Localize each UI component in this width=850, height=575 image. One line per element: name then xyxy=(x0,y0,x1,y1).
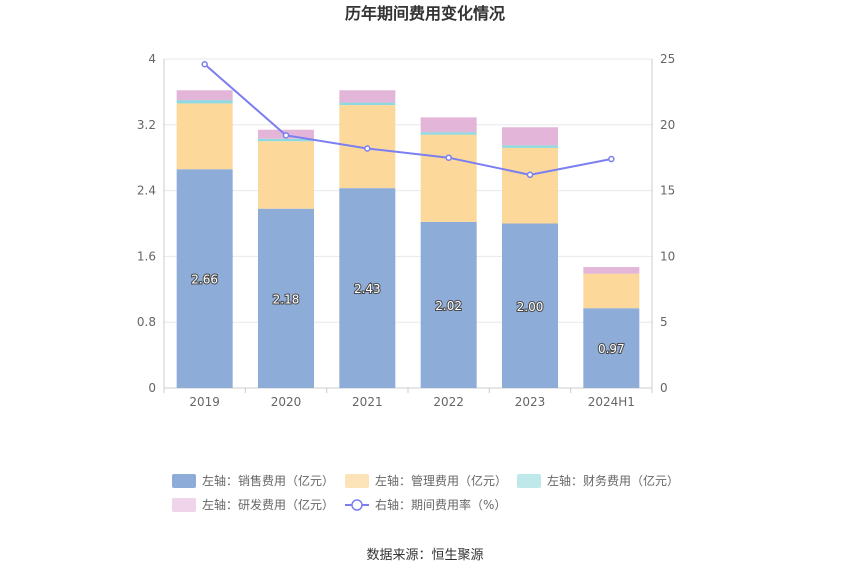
bar-segment xyxy=(258,138,314,142)
rate-point xyxy=(526,171,534,179)
bar-value-label: 2.18 xyxy=(273,292,300,306)
legend-label: 左轴：管理费用（亿元） xyxy=(375,473,507,488)
bar-labels: 2.66 2.18 2.43 2.02 2.00 0.97 xyxy=(190,272,625,358)
grid-lines xyxy=(163,58,653,389)
left-tick-label: 1.6 xyxy=(137,249,156,263)
rate-point xyxy=(364,145,371,152)
rate-point xyxy=(608,155,615,163)
x-tick-label: 2022 xyxy=(433,395,464,409)
x-tick-label: 2019 xyxy=(189,395,220,409)
right-tick-label: 5 xyxy=(660,315,668,329)
legend-label: 左轴：财务费用（亿元） xyxy=(547,473,679,488)
bar-segment xyxy=(420,134,477,222)
left-tick-label: 0 xyxy=(148,381,156,395)
rate-line xyxy=(204,63,612,176)
bar-segment xyxy=(258,208,314,388)
right-tick-label: 10 xyxy=(660,249,675,263)
bar-segment xyxy=(420,132,477,135)
left-axis: 0 0.8 1.6 2.4 3.2 4 xyxy=(137,52,156,395)
left-tick-label: 4 xyxy=(148,52,156,66)
bar-segment xyxy=(339,188,396,388)
bar-segment xyxy=(502,147,558,224)
bar-value-label: 0.97 xyxy=(598,342,625,356)
data-source: 数据来源：恒生聚源 xyxy=(366,548,483,563)
bar-segment xyxy=(502,127,558,146)
bar-segment xyxy=(258,141,314,209)
bar-segment xyxy=(176,103,233,170)
bar-segment xyxy=(420,221,477,388)
bar-segment xyxy=(583,273,640,309)
bar-segment xyxy=(502,223,558,388)
rate-point xyxy=(282,132,290,139)
right-tick-label: 0 xyxy=(660,381,668,395)
bar-segment xyxy=(339,90,396,103)
legend-swatch xyxy=(345,474,369,488)
rate-point xyxy=(201,61,208,68)
bar-value-label: 2.43 xyxy=(354,282,381,296)
x-axis: 2019 2020 2021 2022 2023 2024H1 xyxy=(163,388,653,409)
expense-rate-line xyxy=(201,61,615,179)
bar-segment xyxy=(176,100,233,104)
left-tick-label: 0.8 xyxy=(137,315,156,329)
bar-series xyxy=(176,90,640,388)
right-tick-label: 15 xyxy=(660,184,675,198)
bar-value-label: 2.66 xyxy=(191,273,218,287)
x-tick-label: 2023 xyxy=(515,395,546,409)
legend-swatch xyxy=(517,474,541,488)
legend-label: 左轴：销售费用（亿元） xyxy=(202,473,334,488)
x-tick-label: 2020 xyxy=(271,395,302,409)
left-tick-label: 2.4 xyxy=(137,184,156,198)
x-tick-label: 2021 xyxy=(352,395,383,409)
bar-value-label: 2.00 xyxy=(517,300,544,314)
bar-segment xyxy=(583,308,640,388)
bar-segment xyxy=(339,102,396,106)
right-tick-label: 20 xyxy=(660,118,675,132)
bar-segment xyxy=(583,267,640,274)
legend-label: 左轴：研发费用（亿元） xyxy=(202,497,334,512)
x-tick-label: 2024H1 xyxy=(588,395,635,409)
left-tick-label: 3.2 xyxy=(137,118,156,132)
bar-value-label: 2.02 xyxy=(435,299,462,313)
right-axis: 0 5 10 15 20 25 xyxy=(660,52,675,395)
legend-swatch xyxy=(172,498,196,512)
bar-segment xyxy=(176,90,233,101)
rate-point xyxy=(445,154,452,161)
legend-swatch xyxy=(172,474,196,488)
right-tick-label: 25 xyxy=(660,52,675,66)
bar-segment xyxy=(420,117,477,133)
legend-label: 右轴：期间费用率（%） xyxy=(375,497,506,512)
chart-title: 历年期间费用变化情况 xyxy=(345,4,505,23)
legend-marker xyxy=(351,499,363,511)
bar-segment xyxy=(176,169,233,388)
legend: 左轴：销售费用（亿元） 左轴：管理费用（亿元） 左轴：财务费用（亿元） 左轴：研发费用… xyxy=(172,473,679,512)
bar-segment xyxy=(502,145,558,148)
